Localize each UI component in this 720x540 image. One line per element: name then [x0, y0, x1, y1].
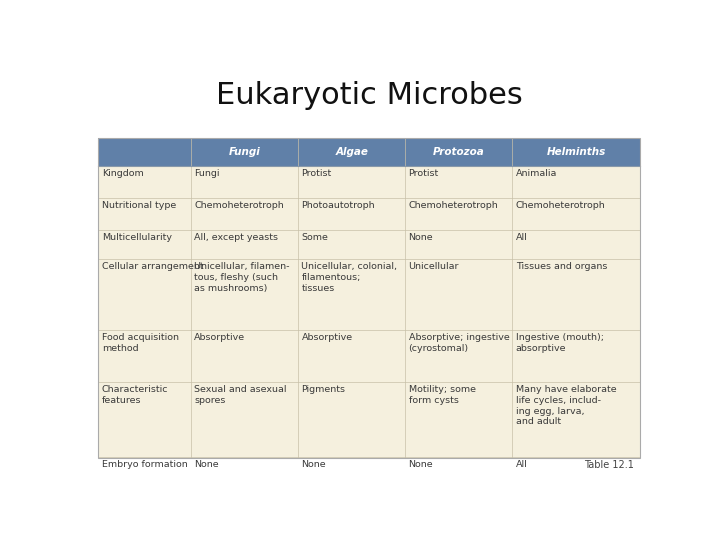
- Text: Sexual and asexual
spores: Sexual and asexual spores: [194, 385, 287, 405]
- Text: None: None: [408, 460, 433, 469]
- Text: Protist: Protist: [408, 170, 438, 178]
- Text: Absorptive; ingestive
(cyrostomal): Absorptive; ingestive (cyrostomal): [408, 333, 509, 353]
- Text: Chemoheterotroph: Chemoheterotroph: [194, 201, 284, 210]
- Text: Absorptive: Absorptive: [302, 333, 353, 342]
- Text: None: None: [408, 233, 433, 242]
- Text: Multicellularity: Multicellularity: [102, 233, 171, 242]
- Text: Animalia: Animalia: [516, 170, 557, 178]
- Text: All, except yeasts: All, except yeasts: [194, 233, 279, 242]
- Text: Chemoheterotroph: Chemoheterotroph: [408, 201, 498, 210]
- Bar: [99, 138, 639, 458]
- Text: None: None: [302, 460, 326, 469]
- Text: Nutritional type: Nutritional type: [102, 201, 176, 210]
- Text: Protozoa: Protozoa: [433, 147, 485, 157]
- Text: Unicellular, filamen-
tous, fleshy (such
as mushrooms): Unicellular, filamen- tous, fleshy (such…: [194, 262, 290, 293]
- Text: Some: Some: [302, 233, 328, 242]
- Text: Absorptive: Absorptive: [194, 333, 246, 342]
- Text: All: All: [516, 460, 527, 469]
- Text: Protist: Protist: [302, 170, 332, 178]
- Bar: [99, 138, 639, 458]
- Text: Embryo formation: Embryo formation: [102, 460, 187, 469]
- Bar: [99, 138, 639, 166]
- Text: Kingdom: Kingdom: [102, 170, 143, 178]
- Text: Algae: Algae: [336, 147, 368, 157]
- Text: All: All: [516, 233, 527, 242]
- Text: Many have elaborate
life cycles, includ-
ing egg, larva,
and adult: Many have elaborate life cycles, includ-…: [516, 385, 616, 426]
- Text: Motility; some
form cysts: Motility; some form cysts: [408, 385, 475, 405]
- Text: Food acquisition
method: Food acquisition method: [102, 333, 179, 353]
- Text: Pigments: Pigments: [302, 385, 346, 394]
- Text: Table 12.1: Table 12.1: [584, 460, 634, 470]
- Text: Fungi: Fungi: [194, 170, 220, 178]
- Text: Unicellular: Unicellular: [408, 262, 459, 272]
- Text: Characteristic
features: Characteristic features: [102, 385, 168, 405]
- Text: Photoautotroph: Photoautotroph: [302, 201, 375, 210]
- Text: Chemoheterotroph: Chemoheterotroph: [516, 201, 606, 210]
- Text: Fungi: Fungi: [229, 147, 261, 157]
- Text: None: None: [194, 460, 219, 469]
- Text: Unicellular, colonial,
filamentous;
tissues: Unicellular, colonial, filamentous; tiss…: [302, 262, 397, 293]
- Text: Eukaryotic Microbes: Eukaryotic Microbes: [215, 82, 523, 111]
- Text: Helminths: Helminths: [546, 147, 606, 157]
- Text: Ingestive (mouth);
absorptive: Ingestive (mouth); absorptive: [516, 333, 603, 353]
- Text: Cellular arrangement: Cellular arrangement: [102, 262, 203, 272]
- Text: Tissues and organs: Tissues and organs: [516, 262, 607, 272]
